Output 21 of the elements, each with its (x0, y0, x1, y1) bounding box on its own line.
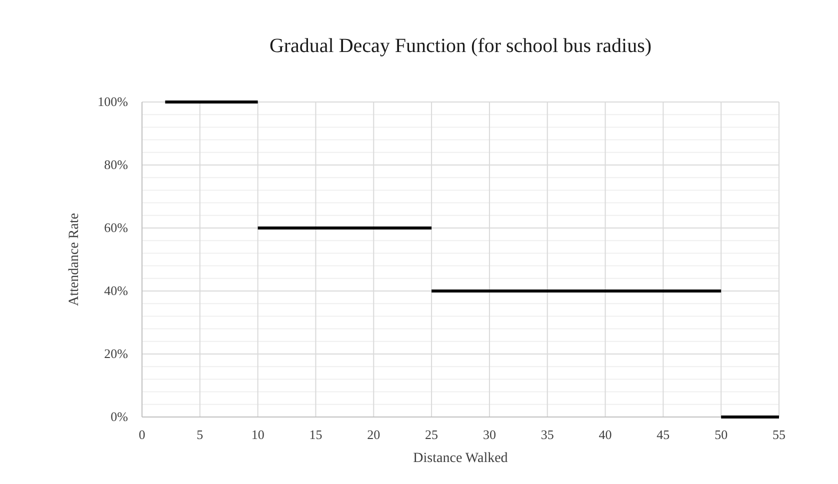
y-tick-label: 80% (104, 157, 128, 172)
x-tick-label: 40 (598, 427, 612, 442)
x-tick-label: 30 (482, 427, 496, 442)
x-axis-title: Distance Walked (413, 451, 508, 466)
y-tick-label: 0% (110, 409, 128, 424)
x-tick-label: 5 (196, 427, 204, 442)
chart-title: Gradual Decay Function (for school bus radius) (269, 35, 652, 57)
x-tick-label: 25 (425, 427, 438, 442)
x-tick-label: 15 (309, 427, 322, 442)
y-axis-title: Attendance Rate (67, 213, 82, 306)
y-tick-label: 40% (104, 283, 128, 298)
y-tick-label: 20% (104, 346, 128, 361)
x-tick-label: 10 (251, 427, 264, 442)
x-tick-label: 35 (540, 427, 554, 442)
y-tick-label: 60% (104, 220, 128, 235)
x-tick-label: 20 (367, 427, 380, 442)
y-tick-label: 100% (98, 94, 128, 109)
x-tick-label: 55 (772, 427, 786, 442)
x-tick-label: 45 (656, 427, 670, 442)
x-tick-label: 50 (714, 427, 728, 442)
x-tick-label: 0 (138, 427, 146, 442)
